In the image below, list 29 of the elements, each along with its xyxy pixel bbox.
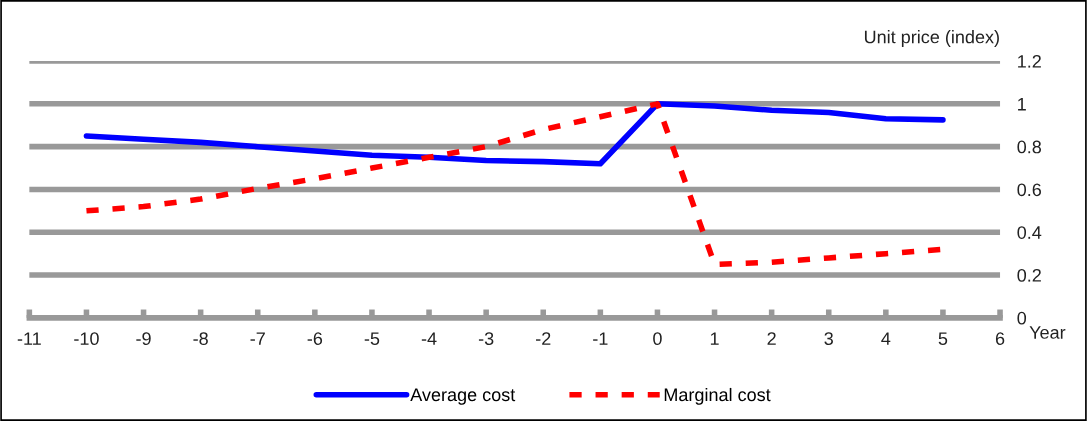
x-tick-label: 1 [710,332,719,345]
x-tick-label: -2 [536,332,551,345]
x-tick-label: 3 [824,332,833,346]
y-tick-label: 0.4 [1017,226,1042,239]
legend-label: Marginal cost [664,387,771,405]
x-tick-label: 2 [767,332,776,345]
x-tick-label: 4 [881,332,891,345]
y-tick-label: 0.6 [1017,183,1042,197]
x-axis-title: Year [1029,326,1066,339]
x-tick-label: -8 [193,332,208,346]
x-tick-label: 0 [653,332,662,346]
x-tick-label: -6 [307,332,323,346]
x-tick-label: 5 [938,332,948,346]
x-tick-label: -5 [364,332,380,346]
x-tick-label: -3 [478,332,494,346]
x-tick-label: -1 [593,332,608,345]
y-tick-label: 1 [1018,97,1026,111]
y-tick-label: 1.2 [1018,54,1041,68]
x-tick-label: -9 [136,332,151,346]
y-tick-label: 0.2 [1017,268,1041,282]
x-tick-label: -11 [17,332,41,345]
x-tick-label: -10 [74,332,99,346]
x-tick-label: -4 [421,332,437,345]
legend-label: Average cost [410,388,516,405]
x-tick-label: 6 [995,332,1005,346]
y-axis-title: Unit price (index) [864,30,999,47]
x-tick-label: -7 [250,332,265,345]
y-tick-label: 0.8 [1017,140,1042,154]
y-tick-label: 0 [1017,311,1027,325]
